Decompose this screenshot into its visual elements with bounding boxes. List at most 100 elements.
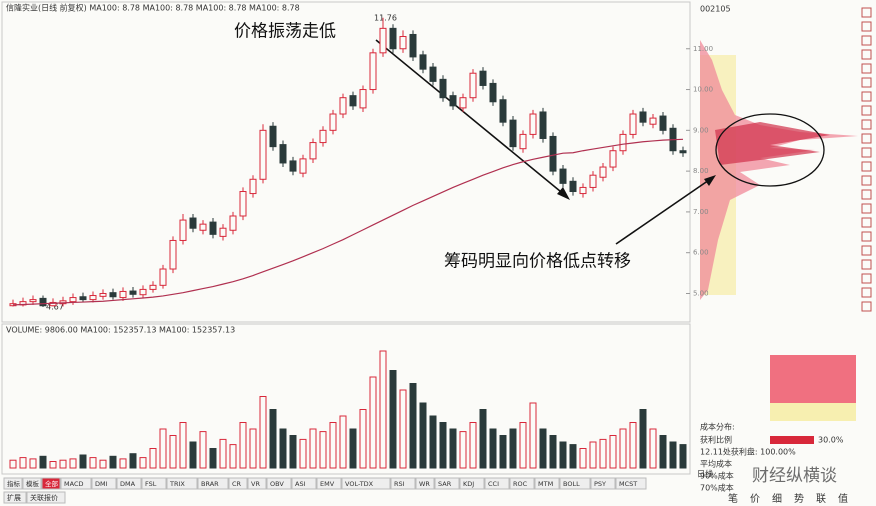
tool-icon[interactable] xyxy=(861,133,872,144)
candle-body xyxy=(239,191,247,217)
volume-bar xyxy=(529,402,537,469)
tab[interactable] xyxy=(60,477,92,490)
tab-label[interactable]: KDJ xyxy=(463,480,474,488)
tool-icon[interactable] xyxy=(861,259,872,270)
tab[interactable] xyxy=(390,477,416,490)
tab-label[interactable]: 关联报价 xyxy=(30,493,58,502)
volume-bar xyxy=(639,409,647,469)
tool-icon[interactable] xyxy=(861,119,872,130)
tab-label[interactable]: ROC xyxy=(513,480,528,488)
side-tab[interactable]: 势 xyxy=(794,492,804,505)
tab-label[interactable]: VOL-TDX xyxy=(345,480,374,488)
tab[interactable] xyxy=(141,477,167,490)
tool-icon[interactable] xyxy=(861,7,872,18)
tab[interactable] xyxy=(3,491,27,504)
tab[interactable] xyxy=(509,477,535,490)
tab-label[interactable]: CR xyxy=(232,480,242,488)
side-tab[interactable]: 笔 xyxy=(728,492,738,505)
tab-label[interactable]: VR xyxy=(251,480,260,488)
tab[interactable] xyxy=(615,477,647,490)
tab-label[interactable]: MCST xyxy=(619,480,637,488)
tab[interactable] xyxy=(341,477,391,490)
tab-label[interactable]: MACD xyxy=(64,480,83,488)
tab[interactable] xyxy=(266,477,292,490)
tab[interactable] xyxy=(415,477,435,490)
tab-label[interactable]: OBV xyxy=(270,480,284,488)
tab-label[interactable]: CCI xyxy=(488,480,499,488)
stock-code: 002105 xyxy=(700,5,731,14)
side-tab[interactable]: 联 xyxy=(816,493,826,505)
period-label: 日线 xyxy=(697,469,713,479)
tab[interactable] xyxy=(41,477,61,490)
tab-label[interactable]: 模板 xyxy=(26,479,40,488)
tool-icon[interactable] xyxy=(861,91,872,102)
tab[interactable] xyxy=(434,477,460,490)
tool-icon[interactable] xyxy=(861,231,872,242)
tab[interactable] xyxy=(247,477,267,490)
tool-icon[interactable] xyxy=(861,105,872,116)
tool-icon[interactable] xyxy=(861,35,872,46)
tool-icon[interactable] xyxy=(861,147,872,158)
tab[interactable] xyxy=(484,477,510,490)
tab-label[interactable]: SAR xyxy=(438,480,452,488)
tab[interactable] xyxy=(26,491,66,504)
tab[interactable] xyxy=(534,477,560,490)
tool-icon[interactable] xyxy=(861,273,872,284)
tab-label[interactable]: PSY xyxy=(594,480,606,488)
tab-label[interactable]: FSL xyxy=(145,480,157,488)
tool-icon[interactable] xyxy=(861,49,872,60)
candle-body xyxy=(249,178,257,195)
tab-label[interactable]: DMA xyxy=(120,480,136,488)
tab[interactable] xyxy=(3,477,23,490)
tab-label[interactable]: EMV xyxy=(320,480,335,488)
tab-label[interactable]: MTM xyxy=(538,480,553,488)
tab[interactable] xyxy=(228,477,248,490)
tool-icon[interactable] xyxy=(861,301,872,312)
tab-label[interactable]: ASI xyxy=(295,480,306,488)
tab[interactable] xyxy=(166,477,198,490)
tool-icon[interactable] xyxy=(861,189,872,200)
tool-icon[interactable] xyxy=(861,245,872,256)
tab-label[interactable]: TRIX xyxy=(169,480,185,488)
volume-bar xyxy=(259,396,267,469)
volume-bar xyxy=(209,448,217,469)
tool-icon[interactable] xyxy=(861,161,872,172)
side-tab[interactable]: 值 xyxy=(838,492,848,505)
tab-label[interactable]: BOLL xyxy=(563,480,580,488)
tool-icon[interactable] xyxy=(861,21,872,32)
tab[interactable] xyxy=(459,477,485,490)
tool-icon[interactable] xyxy=(861,175,872,186)
volume-bar xyxy=(449,428,457,469)
side-tab[interactable]: 细 xyxy=(772,492,782,505)
tool-icon[interactable] xyxy=(861,63,872,74)
y-tick-label: 5.00 xyxy=(693,289,709,297)
chip-shape xyxy=(700,40,858,300)
tab[interactable] xyxy=(590,477,616,490)
tab-label[interactable]: 扩展 xyxy=(7,493,21,502)
volume-panel xyxy=(1,323,691,475)
tab[interactable] xyxy=(316,477,342,490)
tab-label[interactable]: RSI xyxy=(394,480,405,488)
side-tab[interactable]: 价 xyxy=(750,493,760,505)
volume-bar xyxy=(159,428,167,469)
tab[interactable] xyxy=(197,477,229,490)
volume-bar xyxy=(549,435,557,469)
tab[interactable] xyxy=(559,477,591,490)
panel-line: 30.0% xyxy=(818,436,844,445)
tab[interactable] xyxy=(22,477,42,490)
y-tick-label: 8.00 xyxy=(693,167,709,175)
tab[interactable] xyxy=(116,477,142,490)
tool-icon[interactable] xyxy=(861,77,872,88)
tab-label[interactable]: DMI xyxy=(95,480,108,488)
tab-label[interactable]: BRAR xyxy=(201,480,219,488)
tab-label[interactable]: 指标 xyxy=(7,479,21,488)
tool-icon[interactable] xyxy=(861,217,872,228)
tool-icon[interactable] xyxy=(861,203,872,214)
candle-body xyxy=(539,111,547,139)
tab[interactable] xyxy=(291,477,317,490)
tool-icon[interactable] xyxy=(861,287,872,298)
tab-label[interactable]: 全部 xyxy=(45,479,59,488)
volume-bar xyxy=(479,409,487,469)
tab[interactable] xyxy=(91,477,117,490)
tab-label[interactable]: WR xyxy=(419,480,430,488)
